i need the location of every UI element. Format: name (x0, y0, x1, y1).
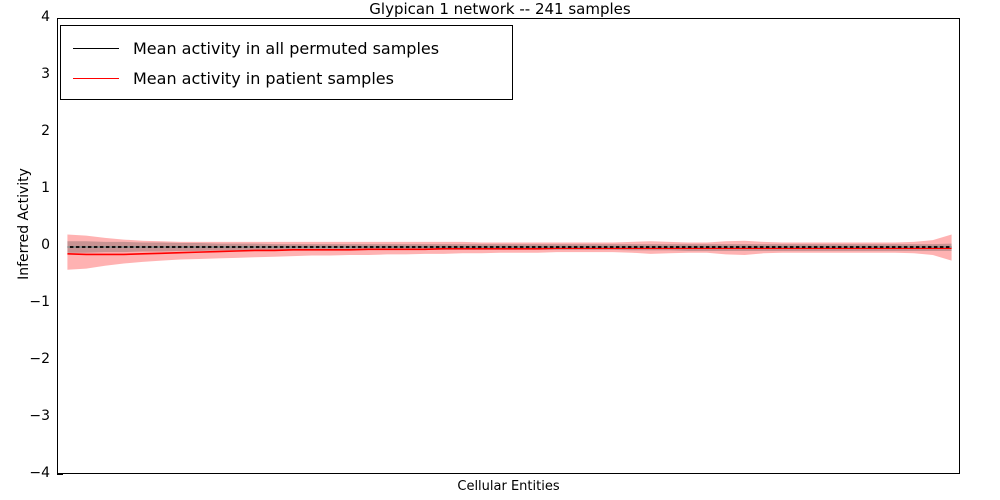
x-axis-label: Cellular Entities (457, 479, 560, 494)
legend-label-permuted: Mean activity in all permuted samples (133, 39, 440, 58)
chart-legend: Mean activity in all permuted samples Me… (60, 25, 513, 100)
plot-svg (67, 234, 952, 270)
chart-title: Glypican 1 network -- 241 samples (369, 0, 631, 18)
legend-swatch-permuted (73, 48, 119, 49)
legend-swatch-patient (73, 78, 119, 79)
legend-item-permuted: Mean activity in all permuted samples (61, 34, 512, 64)
patient-confidence-band (67, 234, 952, 270)
patient-mean-line (67, 247, 952, 256)
legend-label-patient: Mean activity in patient samples (133, 69, 394, 88)
legend-item-patient: Mean activity in patient samples (61, 64, 512, 94)
